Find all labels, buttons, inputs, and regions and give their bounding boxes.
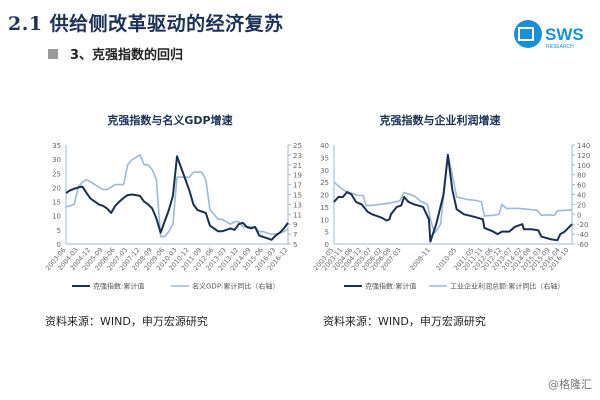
y2-tick-label: 140 [577,142,590,150]
y-tick-label: 10 [52,213,61,221]
legend-label: 工业企业利润总额:累计同比（右轴） [450,282,564,291]
y-tick-label: 0 [325,241,329,249]
y2-tick-label: 120 [577,152,590,160]
y-tick-label: 5 [325,229,329,237]
logo-subtext: RESEARCH [546,44,574,50]
y2-tick-label: 0 [577,211,581,219]
y2-tick-label: 19 [293,172,302,180]
chart-title: 克强指数与名义GDP增速 [107,113,232,127]
y-tick-label: 5 [57,227,61,235]
y2-tick-label: 23 [293,152,302,160]
y2-tick-label: 25 [293,142,302,150]
source-note-left: 资料来源：WIND，申万宏源研究 [45,315,208,328]
x-tick-label: 2008-11 [408,246,432,272]
y2-tick-label: 15 [293,192,302,200]
y-tick-label: 0 [57,241,61,249]
y2-tick-label: 13 [293,201,302,209]
y-tick-label: 20 [320,192,329,200]
y-tick-label: 15 [320,204,329,212]
sws-logo: SWS RESEARCH [514,20,584,50]
y-tick-label: 20 [52,184,61,192]
y-tick-label: 10 [320,216,329,224]
y2-tick-label: -40 [577,231,588,239]
y-tick-label: 25 [52,170,61,178]
logo-text: SWS [545,25,584,44]
y2-tick-label: 40 [577,192,586,200]
chart-title: 克强指数与企业利润增速 [380,113,501,127]
y2-tick-label: 21 [293,162,302,170]
legend-label: 名义GDP:累计同比（右轴） [192,282,279,291]
legend-label: 克强指数:累计值 [365,282,416,291]
subtitle-text: 3、克强指数的回归 [70,48,184,63]
y2-tick-label: 80 [577,172,586,180]
y2-tick-label: 17 [293,182,302,190]
y2-tick-label: 9 [293,221,297,229]
y2-tick-label: -20 [577,221,588,229]
series-line-0 [333,153,573,243]
watermark: @格隆汇 [548,378,592,391]
y2-tick-label: 100 [577,162,590,170]
y2-tick-label: 20 [577,201,586,209]
slide-title: 2.1 供给侧改革驱动的经济复苏 [8,13,284,35]
y2-tick-label: -60 [577,241,588,249]
series-line-0 [65,155,289,241]
y2-tick-label: 60 [577,182,586,190]
y-tick-label: 30 [320,167,329,175]
series-line-1 [65,154,289,238]
y-tick-label: 15 [52,199,61,207]
source-note-right: 资料来源：WIND，申万宏源研究 [323,315,486,328]
section-subtitle: 3、克强指数的回归 [48,44,183,63]
y-tick-label: 35 [320,154,329,162]
y2-tick-label: 5 [293,241,297,249]
bullet-square-icon [48,48,58,59]
y2-tick-label: 11 [293,211,302,219]
y2-tick-label: 7 [293,231,297,239]
y-tick-label: 35 [52,142,61,150]
y-tick-label: 30 [52,156,61,164]
y-tick-label: 25 [320,179,329,187]
y-tick-label: 40 [320,142,329,150]
legend-label: 克强指数:累计值 [93,282,144,291]
